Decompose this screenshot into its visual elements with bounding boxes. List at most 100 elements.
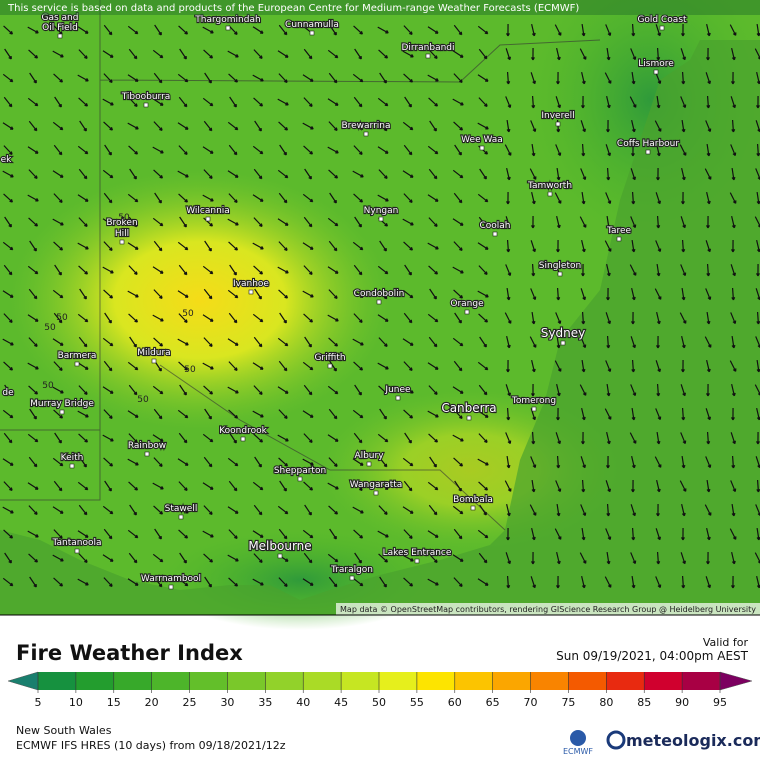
wind-arrow [556, 384, 561, 397]
wind-arrow [402, 121, 414, 131]
wind-arrow [227, 386, 239, 394]
scale-tick-label: 95 [713, 696, 727, 709]
wind-arrow [253, 217, 263, 227]
wind-arrow [128, 145, 138, 155]
wind-arrow [556, 287, 561, 301]
wind-arrow [704, 336, 712, 348]
wind-arrow [427, 530, 439, 538]
place-marker [645, 149, 651, 155]
wind-arrow [353, 145, 363, 155]
wind-arrow [203, 553, 213, 563]
wind-arrow [731, 119, 736, 133]
place-marker [144, 451, 150, 457]
wind-arrow [581, 431, 585, 445]
place-marker [57, 33, 63, 39]
wind-arrow [378, 120, 388, 132]
wind-arrow [103, 409, 113, 419]
wind-arrow [452, 337, 464, 347]
wind-arrow [278, 192, 288, 204]
wind-arrow [153, 169, 163, 179]
wind-arrow [606, 503, 611, 517]
wind-arrow [403, 73, 413, 83]
wind-arrow [127, 458, 139, 466]
wind-arrow [479, 504, 487, 516]
wind-arrow [77, 194, 89, 202]
wind-arrow [27, 314, 39, 322]
wind-arrow [252, 362, 264, 370]
wind-arrow [252, 26, 264, 34]
wind-arrow [453, 360, 463, 372]
wind-arrow [27, 265, 39, 275]
wind-arrow [429, 288, 437, 300]
scale-tick-label: 85 [637, 696, 651, 709]
wind-arrow [253, 504, 263, 516]
place-marker [464, 309, 470, 315]
brand-logo[interactable] [606, 730, 626, 750]
wind-arrow [327, 266, 339, 274]
wind-arrow [555, 432, 561, 445]
wind-arrow [656, 480, 661, 493]
wind-arrow [128, 481, 138, 491]
wind-arrow [4, 216, 12, 228]
place-marker [205, 216, 211, 222]
wind-arrow [554, 528, 562, 540]
wind-arrow [303, 384, 313, 396]
wind-arrow [681, 71, 686, 85]
place-marker [378, 216, 384, 222]
wind-arrow [506, 23, 510, 37]
wind-arrow [154, 528, 162, 540]
wind-arrow [656, 215, 661, 229]
wind-arrow [352, 409, 364, 419]
scale-arrow-low [7, 671, 39, 691]
wind-arrow [453, 73, 463, 83]
wind-arrow [252, 145, 264, 155]
scale-band [606, 672, 645, 690]
wind-arrow [253, 433, 263, 443]
wind-arrow [102, 505, 114, 515]
wind-arrow [505, 96, 512, 109]
wind-arrow [227, 170, 239, 178]
wind-arrow [103, 289, 113, 299]
place-marker [616, 236, 622, 242]
wind-arrow [555, 480, 562, 493]
place-label: de [2, 388, 14, 398]
scale-band [644, 672, 683, 690]
wind-arrow [103, 121, 113, 131]
scale-tick-label: 40 [296, 696, 310, 709]
wind-arrow [705, 120, 712, 133]
wind-arrow [655, 528, 661, 541]
wind-arrow [203, 456, 213, 468]
wind-arrow [427, 578, 439, 586]
place-label: Coffs Harbour [617, 139, 679, 149]
brand[interactable]: meteologix.com [626, 731, 760, 750]
wind-arrow [303, 265, 313, 275]
wind-arrow [731, 335, 736, 349]
wind-arrow [655, 576, 662, 589]
wind-arrow [581, 191, 586, 205]
place-label: Lismore [638, 59, 674, 69]
wind-arrow [631, 143, 635, 157]
wind-arrow [79, 288, 87, 300]
wind-arrow [427, 26, 439, 34]
place-marker [560, 340, 566, 346]
wind-arrow [631, 191, 636, 205]
wind-arrow [453, 121, 463, 131]
wind-arrow [228, 409, 238, 419]
wind-arrow [681, 168, 686, 181]
wind-arrow [203, 337, 213, 347]
wind-arrow [428, 97, 438, 107]
wind-arrow [377, 433, 389, 443]
wind-arrow [77, 242, 89, 250]
wind-arrow [78, 385, 88, 395]
wind-arrow [581, 359, 586, 373]
wind-arrow [27, 482, 39, 490]
wind-arrow [453, 409, 463, 419]
wind-arrow [454, 480, 462, 492]
wind-arrow [127, 410, 139, 418]
place-marker [59, 409, 65, 415]
wind-arrow [328, 169, 338, 179]
wind-arrow [554, 360, 562, 372]
wind-arrow [2, 122, 14, 130]
wind-arrow [77, 578, 89, 586]
wind-arrow [654, 288, 662, 300]
